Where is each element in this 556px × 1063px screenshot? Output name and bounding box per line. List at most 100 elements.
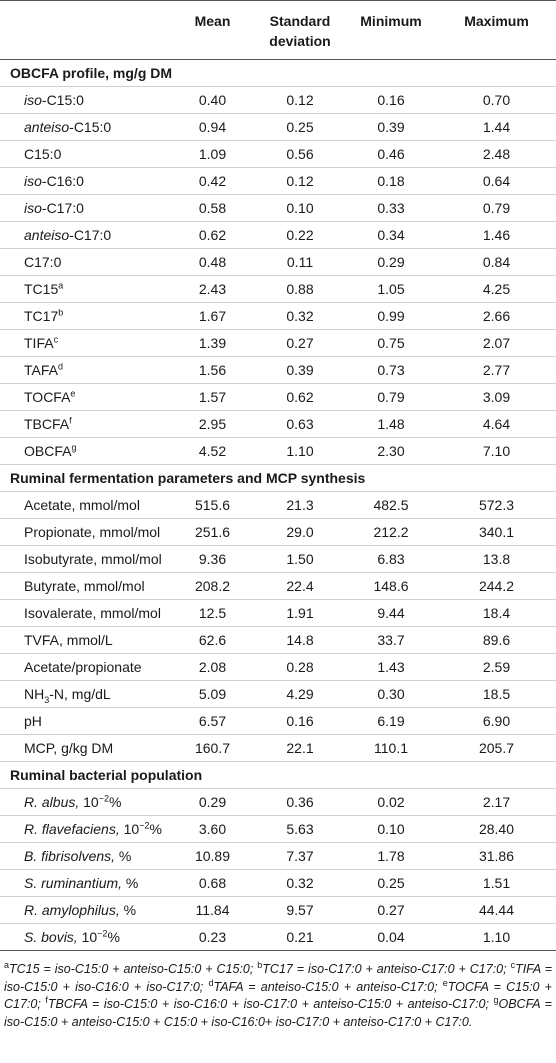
cell-value: 0.56: [255, 140, 345, 168]
italic-text: TC17 = iso-C17:0 + anteiso-C17:0 + C17:0…: [262, 962, 511, 976]
cell-value: 0.48: [170, 248, 255, 276]
row-label: Acetate/propionate: [0, 653, 170, 681]
superscript: d: [57, 361, 63, 372]
cell-value: 10.89: [170, 842, 255, 870]
data-row: Butyrate, mmol/mol 208.2 22.4 148.6 244.2: [0, 572, 556, 600]
cell-value: 0.21: [255, 923, 345, 951]
cell-value: 0.40: [170, 86, 255, 114]
text: -C15:0: [41, 92, 84, 108]
cell-value: 572.3: [437, 491, 556, 519]
column-header: Minimum: [345, 0, 437, 60]
text: %: [115, 848, 132, 864]
text: Acetate, mmol/mol: [24, 497, 140, 513]
cell-value: 2.48: [437, 140, 556, 168]
cell-value: 0.32: [255, 302, 345, 330]
data-row: TOCFAe 1.57 0.62 0.79 3.09: [0, 383, 556, 411]
data-row: C15:0 1.09 0.56 0.46 2.48: [0, 140, 556, 168]
data-row: Propionate, mmol/mol 251.6 29.0 212.2 340.1: [0, 518, 556, 546]
cell-value: 0.58: [170, 194, 255, 222]
column-header: Maximum: [437, 0, 556, 60]
cell-value: 0.18: [345, 167, 437, 195]
text: TIFA: [24, 335, 54, 351]
row-label: pH: [0, 707, 170, 735]
cell-value: 482.5: [345, 491, 437, 519]
cell-value: 0.12: [255, 86, 345, 114]
superscript: −2: [97, 928, 108, 939]
cell-value: 2.07: [437, 329, 556, 357]
row-label: NH3-N, mg/dL: [0, 680, 170, 708]
row-label: R. flavefaciens, 10−2%: [0, 815, 170, 843]
italic-text: TIFA = iso-C15:0 + iso-C16:0 + iso-C17:0…: [4, 962, 553, 994]
subscript: 3: [44, 694, 50, 705]
data-row: OBCFAg 4.52 1.10 2.30 7.10: [0, 437, 556, 465]
header-cell: [0, 0, 170, 60]
text: TC17: [24, 308, 59, 324]
cell-value: 0.27: [345, 896, 437, 924]
cell-value: 1.78: [345, 842, 437, 870]
text: %: [122, 875, 139, 891]
row-label: anteiso-C15:0: [0, 113, 170, 141]
superscript: −2: [98, 793, 109, 804]
row-label: C17:0: [0, 248, 170, 276]
row-label: TBCFAf: [0, 410, 170, 438]
section-title: Ruminal bacterial population: [0, 761, 556, 789]
data-row: TIFAc 1.39 0.27 0.75 2.07: [0, 329, 556, 357]
row-label: Butyrate, mmol/mol: [0, 572, 170, 600]
cell-value: 0.32: [255, 869, 345, 897]
text: 10: [79, 794, 99, 810]
text: -C17:0: [69, 227, 112, 243]
cell-value: 0.27: [255, 329, 345, 357]
cell-value: 3.60: [170, 815, 255, 843]
row-label: C15:0: [0, 140, 170, 168]
row-label: Acetate, mmol/mol: [0, 491, 170, 519]
data-row: S. bovis, 10−2% 0.23 0.21 0.04 1.10: [0, 923, 556, 951]
cell-value: 244.2: [437, 572, 556, 600]
data-row: B. fibrisolvens, % 10.89 7.37 1.78 31.86: [0, 842, 556, 870]
cell-value: 2.08: [170, 653, 255, 681]
cell-value: 2.66: [437, 302, 556, 330]
superscript: b: [257, 959, 263, 970]
data-row: MCP, g/kg DM 160.7 22.1 110.1 205.7: [0, 734, 556, 762]
cell-value: 6.90: [437, 707, 556, 735]
column-header: Mean: [170, 0, 255, 60]
cell-value: 110.1: [345, 734, 437, 762]
cell-value: 0.63: [255, 410, 345, 438]
text: TOCFA: [24, 389, 71, 405]
row-label: iso-C15:0: [0, 86, 170, 114]
superscript: f: [45, 994, 48, 1005]
cell-value: 18.5: [437, 680, 556, 708]
cell-value: 0.16: [255, 707, 345, 735]
text: %: [119, 902, 137, 918]
text: C17:0: [24, 254, 62, 270]
cell-value: 0.62: [170, 221, 255, 249]
cell-value: 1.91: [255, 599, 345, 627]
cell-value: 2.77: [437, 356, 556, 384]
cell-value: 31.86: [437, 842, 556, 870]
section-row: Ruminal fermentation parameters and MCP …: [0, 464, 556, 492]
text: pH: [24, 713, 42, 729]
header-row: Mean Standard deviation Minimum Maximum: [0, 0, 556, 60]
italic-text: S. ruminantium,: [24, 875, 123, 891]
text: MCP, g/kg DM: [24, 740, 114, 756]
superscript: c: [510, 959, 516, 970]
cell-value: 1.48: [345, 410, 437, 438]
cell-value: 2.43: [170, 275, 255, 303]
cell-value: 0.70: [437, 86, 556, 114]
row-label: Propionate, mmol/mol: [0, 518, 170, 546]
row-label: R. albus, 10−2%: [0, 788, 170, 816]
cell-value: 6.83: [345, 545, 437, 573]
cell-value: 0.42: [170, 167, 255, 195]
cell-value: 1.67: [170, 302, 255, 330]
cell-value: 0.99: [345, 302, 437, 330]
data-row: TC17b 1.67 0.32 0.99 2.66: [0, 302, 556, 330]
text: %: [107, 929, 120, 945]
section-title: OBCFA profile, mg/g DM: [0, 59, 556, 87]
cell-value: 0.68: [170, 869, 255, 897]
cell-value: 1.50: [255, 545, 345, 573]
text: Propionate, mmol/mol: [24, 524, 161, 540]
section-row: OBCFA profile, mg/g DM: [0, 59, 556, 87]
cell-value: 9.36: [170, 545, 255, 573]
text: TVFA, mmol/L: [24, 632, 113, 648]
row-label: S. bovis, 10−2%: [0, 923, 170, 951]
cell-value: 148.6: [345, 572, 437, 600]
